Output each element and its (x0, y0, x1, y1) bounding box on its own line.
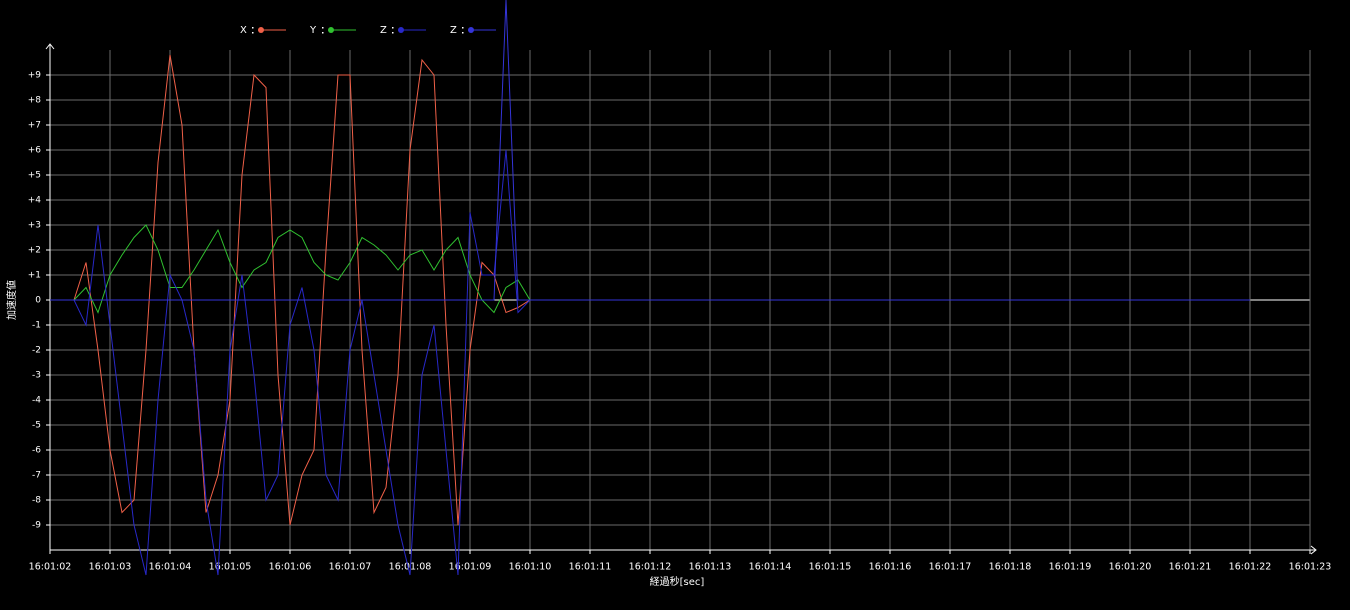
x-tick-label: 16:01:18 (989, 562, 1032, 573)
legend-colon (462, 32, 464, 34)
legend-marker (328, 27, 334, 33)
x-tick-label: 16:01:06 (269, 562, 312, 573)
y-tick-label: -2 (32, 346, 41, 356)
x-tick-label: 16:01:12 (629, 562, 672, 573)
y-tick-label: +6 (28, 146, 42, 156)
series-line (50, 224, 1250, 314)
x-tick-label: 16:01:19 (1049, 562, 1092, 573)
legend-label: Z (450, 25, 457, 36)
x-tick-label: 16:01:16 (869, 562, 912, 573)
legend-marker (398, 27, 404, 33)
legend-marker (468, 27, 474, 33)
x-tick-label: 16:01:14 (749, 562, 792, 573)
y-tick-label: +3 (28, 221, 41, 231)
y-tick-label: +9 (28, 71, 42, 81)
x-tick-label: 16:01:17 (929, 562, 972, 573)
legend-colon (462, 27, 464, 29)
series-line (50, 54, 1250, 526)
y-tick-label: -9 (32, 521, 41, 531)
y-tick-label: -8 (32, 496, 41, 506)
y-tick-label: +5 (28, 171, 41, 181)
y-tick-label: +2 (28, 246, 41, 256)
y-tick-label: +7 (28, 121, 41, 131)
y-tick-label: -6 (32, 446, 41, 456)
y-tick-label: -3 (32, 371, 41, 381)
legend-colon (322, 27, 324, 29)
x-tick-label: 16:01:11 (569, 562, 612, 573)
legend-label: Y (309, 25, 317, 36)
legend-colon (322, 32, 324, 34)
y-tick-label: -7 (32, 471, 41, 481)
y-tick-label: +4 (28, 196, 42, 206)
legend-colon (252, 32, 254, 34)
y-tick-label: -4 (32, 396, 41, 406)
x-tick-label: 16:01:10 (509, 562, 552, 573)
x-axis-arrow (1310, 545, 1317, 555)
y-tick-label: +8 (28, 96, 42, 106)
y-axis-label: 加速度値 (5, 280, 18, 320)
x-tick-label: 16:01:07 (329, 562, 372, 573)
legend-marker (258, 27, 264, 33)
series-line (50, 0, 1250, 301)
y-axis-arrow (45, 43, 55, 50)
x-axis-label: 経過秒[sec] (650, 575, 705, 588)
y-tick-label: 0 (35, 296, 41, 306)
legend-label: Z (380, 25, 387, 36)
legend-label: X (240, 25, 247, 36)
series-line (50, 149, 1250, 576)
x-tick-label: 16:01:21 (1169, 562, 1212, 573)
legend-colon (392, 32, 394, 34)
y-tick-label: -1 (32, 321, 41, 331)
x-tick-label: 16:01:22 (1229, 562, 1272, 573)
x-tick-label: 16:01:15 (809, 562, 852, 573)
x-tick-label: 16:01:09 (449, 562, 492, 573)
y-tick-label: -5 (32, 421, 41, 431)
legend-colon (392, 27, 394, 29)
x-tick-label: 16:01:03 (89, 562, 132, 573)
x-tick-label: 16:01:20 (1109, 562, 1152, 573)
legend-colon (252, 27, 254, 29)
y-tick-label: +1 (28, 271, 41, 281)
x-tick-label: 16:01:02 (29, 562, 72, 573)
x-tick-label: 16:01:04 (149, 562, 192, 573)
x-tick-label: 16:01:05 (209, 562, 252, 573)
x-tick-label: 16:01:13 (689, 562, 732, 573)
x-tick-label: 16:01:23 (1289, 562, 1332, 573)
